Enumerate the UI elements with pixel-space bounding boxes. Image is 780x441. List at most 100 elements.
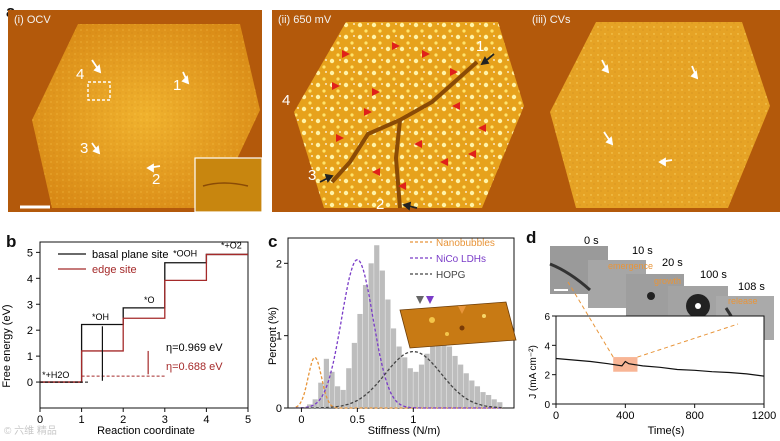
afm-cvs-graphic (526, 10, 780, 212)
site-label-4: 4 (76, 66, 85, 83)
b-annotation-basal: η=0.969 eV (166, 342, 223, 354)
site-label-3-ii: 3 (308, 167, 317, 184)
b-xtick-label: 5 (245, 414, 251, 426)
c-hist-bar (480, 392, 486, 408)
bubble-current-chart: 0 s 10 s 20 s 100 s 108 s emergence grow… (528, 235, 776, 437)
b-state-label: *+H2O (42, 370, 69, 380)
c-hist-bar (385, 299, 391, 408)
free-energy-chart: 0 1 2 3 4 5 0 1 2 3 4 5 *+H2O *OH *O *OOH *+O2 Free ener… (1, 240, 251, 437)
time-label-20: 20 s (662, 257, 683, 269)
stage-emergence: emergence (608, 261, 653, 271)
c-xtick-label: 1 (410, 414, 416, 426)
c-fit-2 (295, 350, 502, 409)
afm-650mv-label: (ii) 650 mV (278, 14, 332, 26)
time-label-108: 108 s (738, 281, 765, 293)
site-label-4-ii: 4 (282, 92, 291, 109)
c-hist-bar (458, 364, 464, 408)
c-hist-bar (402, 357, 408, 408)
site-label-2-ii: 2 (376, 196, 385, 212)
c-legend-nico: NiCo LDHs (436, 254, 486, 265)
c-hist-bar (357, 313, 363, 408)
afm-image-cvs: (iii) CVs (526, 10, 780, 212)
c-inset-image (399, 296, 517, 349)
c-hist-bar (469, 380, 475, 408)
c-hist-bar (463, 373, 469, 408)
c-xtick-label: 0 (298, 414, 304, 426)
b-ytick-label: 1 (27, 351, 33, 363)
c-hist-bar (329, 371, 335, 408)
afm-image-ocv: (i) OCV 4 1 3 2 (8, 10, 262, 212)
c-ylabel: Percent (%) (267, 307, 279, 365)
c-ytick-label: 1 (276, 331, 282, 343)
b-state-label: *+O2 (221, 240, 242, 250)
panel-c-letter: c (268, 232, 278, 251)
c-hist-bar (374, 245, 380, 408)
afm-ocv-label: (i) OCV (14, 14, 51, 26)
site-label-3: 3 (80, 140, 89, 157)
afm-650mv-graphic (272, 10, 526, 212)
afm-image-650mv: (ii) 650 mV 1 4 3 2 (272, 10, 526, 212)
c-ytick-label: 2 (276, 258, 282, 270)
d-xtick-label: 0 (553, 410, 559, 422)
c-hist-bar (491, 399, 497, 408)
stiffness-histogram: 0 0.5 1 0 1 2 Percent (%) Stiffness (N/m) Nan… (267, 237, 517, 437)
d-ytick-label: 0 (544, 400, 550, 411)
b-xtick-label: 4 (203, 414, 209, 426)
b-state-label: *O (144, 295, 155, 305)
b-xtick-label: 2 (120, 414, 126, 426)
c-xlabel: Stiffness (N/m) (368, 425, 441, 437)
d-xtick-label: 800 (685, 410, 703, 422)
d-xtick-label: 400 (616, 410, 634, 422)
time-label-0: 0 s (584, 235, 599, 247)
b-xtick-label: 0 (37, 414, 43, 426)
c-hist-bar (430, 342, 436, 408)
site-label-2: 2 (152, 171, 161, 188)
c-legend: Nanobubbles NiCo LDHs HOPG (410, 238, 495, 281)
c-hist-bar (452, 355, 458, 408)
c-xtick-label: 0.5 (350, 414, 365, 426)
b-xlabel: Reaction coordinate (97, 425, 195, 437)
d-xtick-label: 1200 (752, 410, 776, 422)
d-ytick-label: 2 (544, 371, 550, 382)
b-xtick-label: 3 (162, 414, 168, 426)
c-hist-bar (351, 342, 357, 408)
c-hist-bar (396, 346, 402, 408)
c-hist-bar (435, 335, 441, 408)
b-series-1 (40, 253, 248, 383)
c-hist-bar (334, 386, 341, 408)
c-hist-bar (446, 346, 453, 408)
b-axes-frame (39, 241, 249, 409)
c-hist-bar (346, 368, 352, 408)
c-hist-bar (424, 353, 430, 408)
panel-d-letter: d (526, 228, 537, 247)
site-label-1-ii: 1 (476, 38, 485, 55)
b-annotation-edge: η=0.688 eV (166, 361, 223, 373)
c-hist-bar (413, 371, 419, 408)
afm-ocv-graphic (8, 10, 262, 212)
time-label-100: 100 s (700, 269, 727, 281)
afm-cvs-label: (iii) CVs (532, 14, 571, 26)
b-legend-edge: edge site (92, 264, 137, 276)
time-label-10: 10 s (632, 245, 653, 257)
c-hist-bar (307, 404, 313, 408)
d-ylabel: J (mA cm⁻²) (528, 345, 539, 399)
panel-b-letter: b (6, 232, 17, 251)
site-label-1: 1 (173, 77, 182, 94)
c-ytick-label: 0 (276, 403, 282, 415)
d-xlabel: Time(s) (648, 425, 685, 437)
c-hist-bar (418, 364, 425, 408)
b-ytick-label: 3 (27, 299, 33, 311)
b-ytick-label: 0 (27, 377, 33, 389)
d-highlight-box (613, 357, 638, 372)
c-hist-bar (390, 328, 397, 408)
c-hist-bar (379, 270, 385, 408)
d-zoom-line-left (567, 281, 614, 358)
c-hist-bar (318, 382, 324, 408)
b-ytick-label: 4 (27, 273, 33, 285)
c-legend-hopg: HOPG (436, 270, 466, 281)
b-state-label: *OOH (173, 248, 197, 258)
d-current-line (555, 357, 765, 377)
c-legend-nanobubbles: Nanobubbles (436, 238, 495, 249)
b-ytick-label: 5 (27, 247, 33, 259)
c-hist-bar (486, 394, 492, 408)
